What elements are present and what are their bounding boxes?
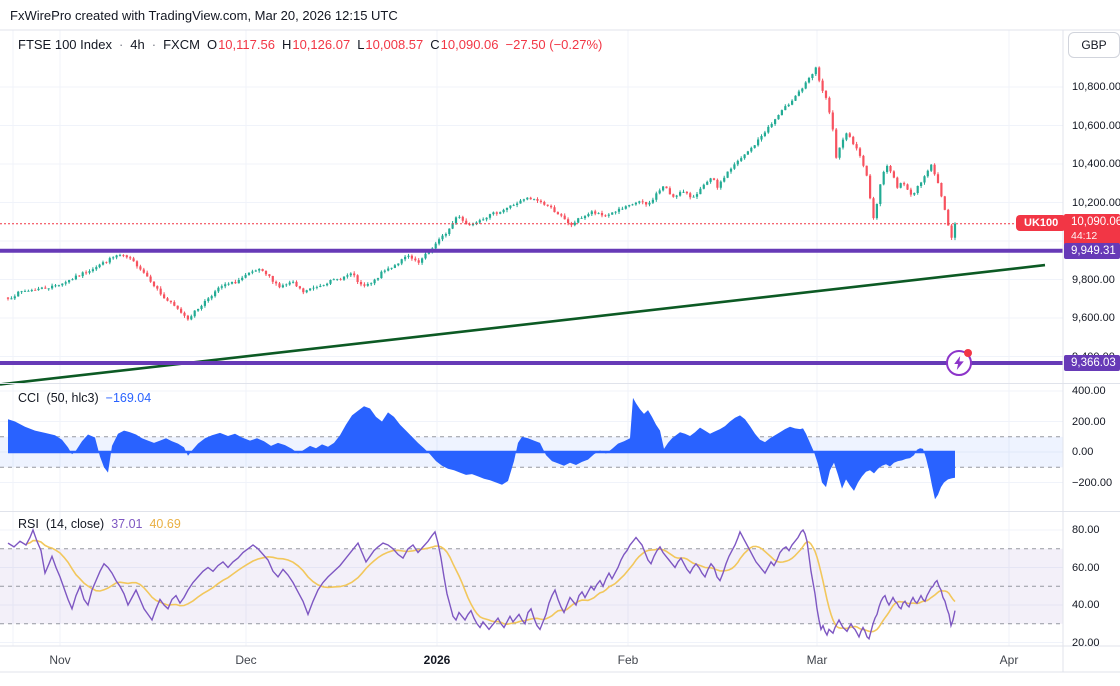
currency-button[interactable]: GBP <box>1068 32 1120 58</box>
lightning-bolt-icon <box>954 356 964 371</box>
price-axis[interactable]: 10,800.00 10,600.00 10,400.00 10,200.00 9,80… <box>1064 30 1120 672</box>
rsi-legend[interactable]: RSI (14, close) 37.01 40.69 <box>18 517 181 531</box>
symbol-title: FTSE 100 Index <box>18 37 112 52</box>
level-price-label: 9,366.03 <box>1064 355 1120 372</box>
rsi-value: 37.01 <box>111 517 143 531</box>
axis-tick-label: 20.00 <box>1072 636 1100 649</box>
axis-tick-label: 10,600.00 <box>1072 119 1120 132</box>
axis-tick-label: 0.00 <box>1072 446 1094 458</box>
time-tick-label: Nov <box>49 653 71 667</box>
axis-tick-label: 400.00 <box>1072 385 1106 397</box>
axis-tick-label: 9,600.00 <box>1072 312 1115 324</box>
axis-tick-label: 80.00 <box>1072 524 1100 536</box>
legend-separator: · <box>118 37 124 52</box>
symbol-line-marker: UK100 <box>1016 214 1067 231</box>
symbol-interval: 4h <box>130 37 145 52</box>
time-tick-label: Dec <box>235 653 257 667</box>
ohlc-open: O 10,117.56 <box>206 37 275 52</box>
axis-tick-label: −200.00 <box>1072 476 1113 489</box>
axis-tick-label: 10,200.00 <box>1072 196 1120 209</box>
axis-tick-label: 10,800.00 <box>1072 81 1120 93</box>
alert-active-dot <box>964 349 972 358</box>
axis-tick-label: 40.00 <box>1072 599 1100 611</box>
time-tick-label: Feb <box>617 653 639 667</box>
level-price-label: 9,949.31 <box>1064 242 1120 259</box>
axis-tick-label: 200.00 <box>1072 415 1106 428</box>
cci-value: −169.04 <box>105 391 152 405</box>
cci-params: (50, hlc3) <box>46 391 99 405</box>
axis-tick-label: 60.00 <box>1072 561 1100 574</box>
ohlc-low: L 10,008.57 <box>357 37 424 52</box>
watermark-text: FxWirePro created with TradingView.com, … <box>10 8 398 23</box>
bar-countdown: 44:12 <box>1071 230 1098 243</box>
axis-tick-label: 9,800.00 <box>1072 273 1115 286</box>
symbol-exchange: FXCM <box>163 37 200 52</box>
time-tick-label: 2026 <box>423 653 451 667</box>
cci-name: CCI <box>18 391 40 405</box>
alert-lightning-icon[interactable] <box>946 349 972 377</box>
time-tick-label: Apr <box>999 653 1019 667</box>
rsi-ma-value: 40.69 <box>149 517 181 531</box>
time-tick-label: Mar <box>806 653 828 667</box>
axis-tick-label: 10,400.00 <box>1072 158 1120 170</box>
legend-separator: · <box>151 37 157 52</box>
time-axis[interactable]: Nov Dec 2026 Feb Mar Apr <box>0 647 1063 672</box>
ohlc-close: C 10,090.06 <box>430 37 499 52</box>
rsi-params: (14, close) <box>45 517 105 531</box>
last-price-label: 10,090.06 44:12 <box>1064 214 1120 246</box>
cci-legend[interactable]: CCI (50, hlc3) −169.04 <box>18 391 151 405</box>
ohlc-high: H 10,126.07 <box>281 37 351 52</box>
price-change: −27.50 (−0.27%) <box>505 37 603 52</box>
rsi-name: RSI <box>18 517 39 531</box>
